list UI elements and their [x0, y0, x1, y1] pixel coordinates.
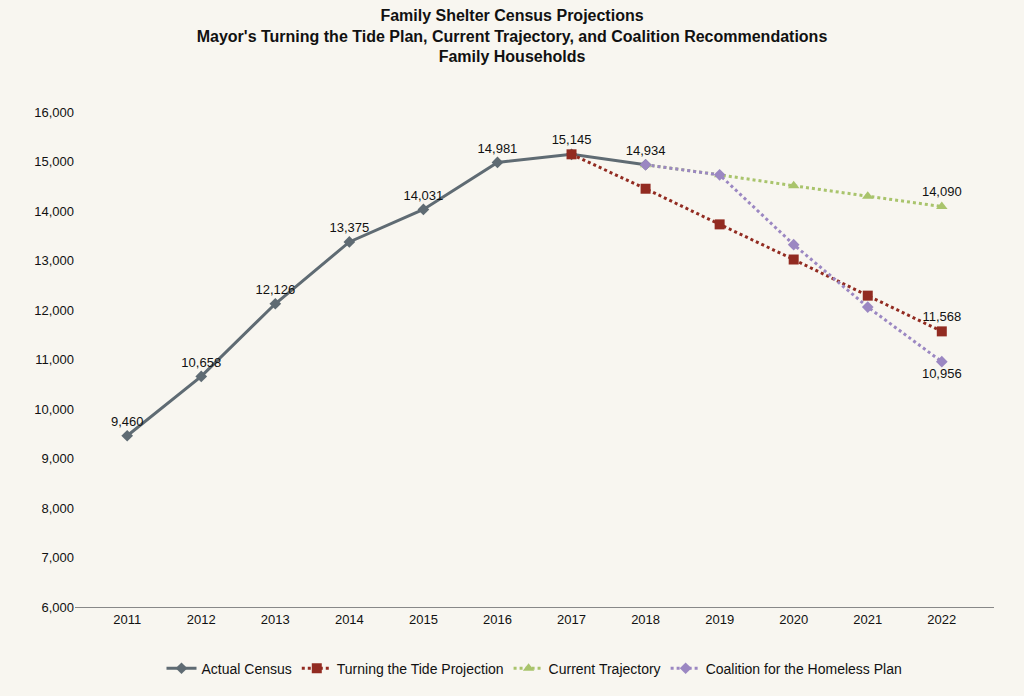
svg-text:14,090: 14,090 [922, 184, 962, 199]
svg-text:2011: 2011 [113, 612, 141, 627]
svg-text:15,145: 15,145 [552, 132, 592, 147]
svg-text:14,000: 14,000 [34, 204, 74, 219]
svg-text:2019: 2019 [705, 612, 734, 627]
svg-text:2016: 2016 [483, 612, 512, 627]
svg-text:6,000: 6,000 [41, 600, 74, 615]
svg-text:10,000: 10,000 [34, 402, 74, 417]
svg-text:8,000: 8,000 [41, 501, 74, 516]
svg-text:12,000: 12,000 [34, 303, 74, 318]
svg-text:14,031: 14,031 [404, 188, 444, 203]
svg-text:11,000: 11,000 [35, 352, 74, 367]
svg-text:2017: 2017 [557, 612, 586, 627]
svg-text:2013: 2013 [261, 612, 290, 627]
svg-text:2014: 2014 [335, 612, 364, 627]
svg-text:Family Shelter Census Projecti: Family Shelter Census ProjectionsMayor's… [197, 7, 828, 66]
svg-text:15,000: 15,000 [34, 154, 74, 169]
svg-text:2021: 2021 [853, 612, 882, 627]
svg-text:10,956: 10,956 [922, 366, 962, 381]
svg-text:14,981: 14,981 [478, 141, 518, 156]
svg-text:Actual Census: Actual Census [202, 661, 292, 677]
svg-text:Turning the Tide Projection: Turning the Tide Projection [337, 661, 504, 677]
svg-text:12,126: 12,126 [255, 282, 295, 297]
svg-text:9,460: 9,460 [111, 414, 144, 429]
svg-text:Current Trajectory: Current Trajectory [549, 661, 661, 677]
svg-text:2020: 2020 [779, 612, 808, 627]
svg-text:2018: 2018 [631, 612, 660, 627]
svg-text:14,934: 14,934 [626, 143, 666, 158]
svg-text:9,000: 9,000 [41, 451, 74, 466]
svg-text:2022: 2022 [927, 612, 956, 627]
svg-text:7,000: 7,000 [41, 550, 74, 565]
svg-text:10,658: 10,658 [181, 355, 221, 370]
svg-text:2012: 2012 [187, 612, 216, 627]
svg-text:16,000: 16,000 [34, 105, 74, 120]
svg-text:11,568: 11,568 [922, 309, 961, 324]
svg-text:2015: 2015 [409, 612, 438, 627]
svg-text:13,000: 13,000 [34, 253, 74, 268]
svg-text:Coalition for the Homeless Pla: Coalition for the Homeless Plan [706, 661, 902, 677]
svg-text:13,375: 13,375 [329, 220, 369, 235]
